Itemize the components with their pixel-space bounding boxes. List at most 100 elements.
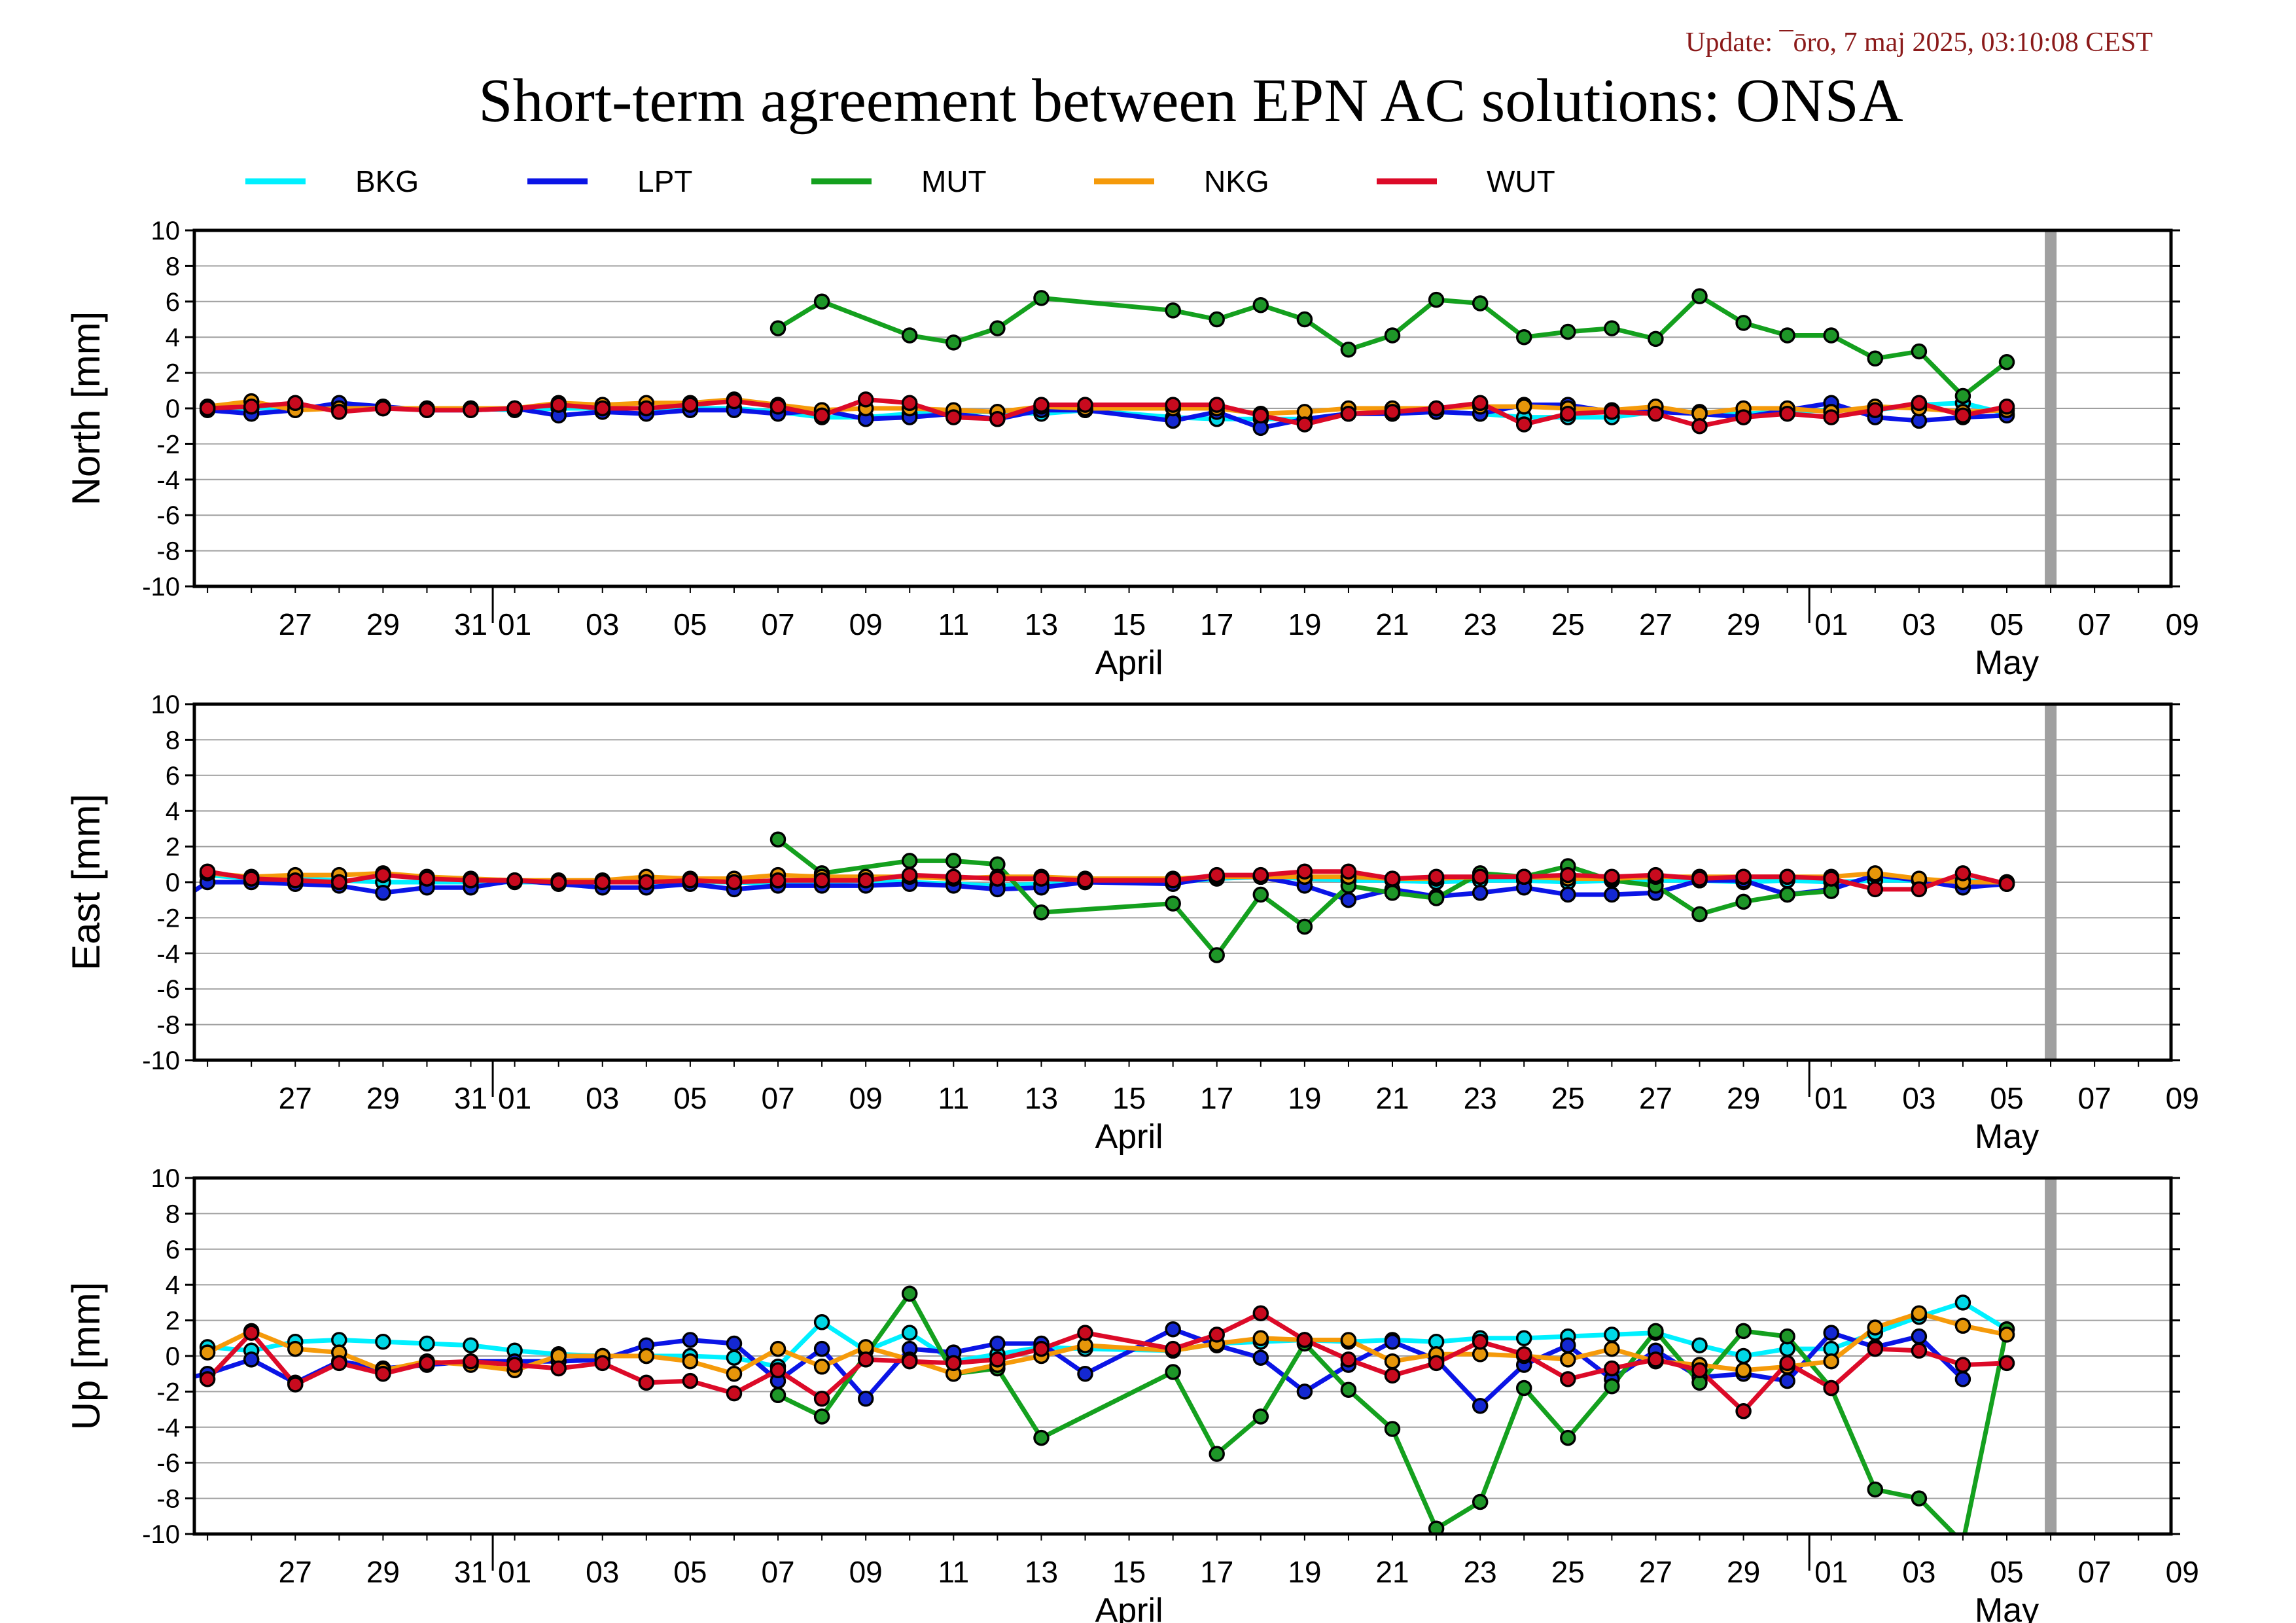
legend-entry-bkg: BKG <box>245 164 419 198</box>
point-east-wut-25 <box>1340 863 1357 880</box>
point-up-nkg-30 <box>1560 1351 1576 1368</box>
point-east-wut-8 <box>550 874 567 891</box>
point-up-bkg-16 <box>901 1325 918 1341</box>
point-up-wut-15 <box>857 1351 874 1368</box>
point-north-mut-22 <box>1867 350 1884 367</box>
ytick-label-up-10: -10 <box>142 1520 180 1549</box>
point-north-mut-0 <box>769 320 786 336</box>
legend: BKG LPT MUT NKG WUT <box>245 164 1555 198</box>
xtick-label-up-5: 05 <box>673 1555 707 1589</box>
legend-entry-mut: MUT <box>811 164 987 198</box>
point-east-mut-8 <box>1252 886 1269 903</box>
point-up-wut-23 <box>1252 1305 1269 1321</box>
legend-label-lpt: LPT <box>637 164 692 198</box>
point-east-wut-36 <box>1823 870 1839 887</box>
point-north-wut-38 <box>1911 395 1928 412</box>
point-north-wut-33 <box>1691 418 1708 435</box>
point-east-lpt-5 <box>375 885 391 901</box>
xtick-label-up-21: 07 <box>2078 1555 2111 1589</box>
point-up-wut-25 <box>1340 1351 1357 1368</box>
point-up-wut-27 <box>1428 1355 1445 1372</box>
point-east-wut-17 <box>945 868 962 885</box>
ytick-label-up-7: -4 <box>156 1414 180 1442</box>
point-north-wut-39 <box>1954 407 1971 424</box>
ytick-label-east-5: 0 <box>166 868 180 897</box>
xtick-label-up-20: 05 <box>1990 1555 2023 1589</box>
xtick-label-north-11: 17 <box>1200 607 1233 641</box>
ytick-label-east-10: -10 <box>142 1046 180 1075</box>
ytick-label-north-8: -6 <box>156 501 180 530</box>
point-east-wut-13 <box>769 872 786 889</box>
point-up-nkg-14 <box>813 1359 830 1375</box>
ytick-label-north-4: 2 <box>166 359 180 388</box>
point-north-mut-4 <box>989 320 1006 336</box>
point-north-wut-17 <box>945 409 962 425</box>
current-date-marker-north <box>2045 230 2057 586</box>
point-east-wut-28 <box>1472 868 1489 885</box>
point-east-wut-12 <box>726 874 743 891</box>
point-up-mut-13 <box>1472 1493 1489 1510</box>
point-up-lpt-40 <box>1954 1371 1971 1387</box>
point-east-wut-20 <box>1077 872 1093 889</box>
ytick-label-east-0: 10 <box>151 690 181 719</box>
current-date-marker-up <box>2045 1178 2057 1534</box>
xtick-label-north-15: 25 <box>1551 607 1585 641</box>
point-up-bkg-31 <box>1604 1327 1620 1343</box>
legend-entry-wut: WUT <box>1377 164 1555 198</box>
point-up-wut-40 <box>1998 1355 2015 1372</box>
point-east-lpt-29 <box>1472 885 1489 901</box>
xtick-label-north-20: 05 <box>1990 607 2023 641</box>
xtick-label-up-2: 31 <box>454 1555 487 1589</box>
point-north-wut-29 <box>1515 416 1532 433</box>
xtick-label-up-19: 03 <box>1902 1555 1935 1589</box>
point-north-wut-22 <box>1209 397 1225 413</box>
point-up-wut-16 <box>901 1353 918 1370</box>
point-up-mut-17 <box>1648 1323 1664 1340</box>
xtick-label-east-18: 01 <box>1814 1081 1848 1115</box>
ytick-label-north-1: 8 <box>166 252 180 281</box>
point-up-wut-20 <box>1077 1325 1093 1341</box>
xtick-label-east-22: 09 <box>2166 1081 2199 1115</box>
point-east-wut-6 <box>463 872 479 889</box>
point-up-nkg-2 <box>287 1340 304 1357</box>
point-north-nkg-29 <box>1515 399 1532 415</box>
point-north-wut-24 <box>1296 416 1313 433</box>
point-east-wut-9 <box>594 874 611 891</box>
point-up-lpt-15 <box>813 1340 830 1357</box>
point-up-lpt-19 <box>989 1335 1006 1352</box>
xtick-label-east-9: 13 <box>1025 1081 1058 1115</box>
xtick-label-up-7: 09 <box>849 1555 883 1589</box>
point-up-nkg-25 <box>1340 1332 1357 1348</box>
series-group-up <box>194 1285 2015 1534</box>
point-east-wut-30 <box>1560 866 1576 883</box>
point-east-mut-11 <box>1384 885 1401 901</box>
point-north-wut-10 <box>638 400 655 417</box>
point-east-wut-37 <box>1867 881 1884 898</box>
point-north-mut-2 <box>901 327 918 344</box>
point-up-mut-2 <box>901 1285 918 1302</box>
point-up-mut-5 <box>1033 1429 1050 1446</box>
point-north-mut-13 <box>1472 295 1489 312</box>
point-east-mut-9 <box>1296 918 1313 935</box>
point-east-lpt-26 <box>1340 891 1357 908</box>
ylabel-north: North [mm] <box>64 312 108 506</box>
point-east-wut-15 <box>857 872 874 889</box>
point-north-wut-9 <box>594 400 611 417</box>
point-east-mut-5 <box>1033 904 1050 921</box>
legend-label-bkg: BKG <box>355 164 419 198</box>
xtick-label-east-12: 19 <box>1288 1081 1321 1115</box>
legend-entry-lpt: LPT <box>527 164 692 198</box>
ytick-label-north-9: -8 <box>156 537 180 566</box>
ytick-label-north-0: 10 <box>151 217 181 245</box>
xtick-label-east-5: 05 <box>673 1081 707 1115</box>
point-up-wut-9 <box>594 1355 611 1372</box>
point-east-wut-0 <box>199 863 216 880</box>
point-up-mut-8 <box>1252 1408 1269 1425</box>
point-up-mut-14 <box>1515 1380 1532 1397</box>
point-up-mut-0 <box>769 1387 786 1404</box>
xtick-label-east-20: 05 <box>1990 1081 2023 1115</box>
xtick-label-up-9: 13 <box>1025 1555 1058 1589</box>
point-up-lpt-16 <box>857 1391 874 1407</box>
ytick-label-east-2: 6 <box>166 762 180 791</box>
legend-label-wut: WUT <box>1487 164 1555 198</box>
